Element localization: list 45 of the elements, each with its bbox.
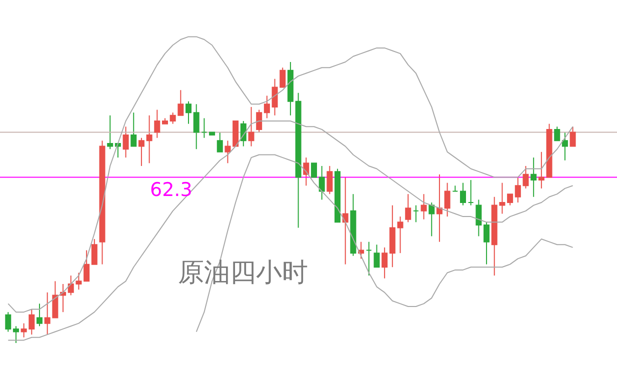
candlestick: [107, 114, 114, 150]
candlestick: [146, 114, 152, 164]
candlestick: [476, 199, 482, 237]
candlestick: [256, 109, 262, 133]
candlestick: [460, 182, 466, 206]
candlestick: [224, 140, 231, 164]
candlestick: [5, 312, 12, 332]
candlestick: [130, 112, 137, 147]
candlestick: [310, 162, 317, 178]
candlestick: [342, 176, 348, 265]
candlestick: [193, 104, 200, 150]
candlestick: [397, 216, 404, 254]
candlestick: [484, 222, 490, 265]
candlestick: [382, 246, 388, 279]
candlestick: [468, 180, 474, 206]
candlestick: [248, 106, 254, 147]
candlestick: [538, 151, 544, 189]
candlestick: [570, 126, 576, 147]
candlestick: [428, 202, 435, 237]
candlestick: [36, 303, 43, 327]
candlestick: [366, 241, 372, 276]
candlestick: [216, 132, 223, 152]
candlestick: [374, 244, 380, 268]
candlestick: [264, 95, 270, 119]
candlestick: [444, 182, 450, 218]
candlestick: [530, 157, 537, 198]
candlestick: [12, 326, 19, 344]
annotation: 62.3: [150, 179, 192, 202]
candlestick: [318, 165, 325, 200]
candlestick: [412, 204, 419, 223]
candlestick: [405, 194, 412, 223]
candlestick: [303, 157, 310, 186]
candlestick: [84, 250, 90, 282]
candlestick: [122, 126, 129, 158]
candlestick: [186, 100, 192, 124]
candlestick: [201, 118, 208, 138]
candlestick: [326, 165, 333, 195]
candlestick: [154, 109, 160, 138]
candlestick: [420, 194, 427, 220]
candlestick: [138, 137, 144, 166]
candlestick: [452, 185, 458, 192]
candlestick: [554, 126, 560, 142]
candlestick: [507, 194, 514, 206]
candlestick: [91, 238, 98, 265]
candlestick: [562, 132, 568, 161]
